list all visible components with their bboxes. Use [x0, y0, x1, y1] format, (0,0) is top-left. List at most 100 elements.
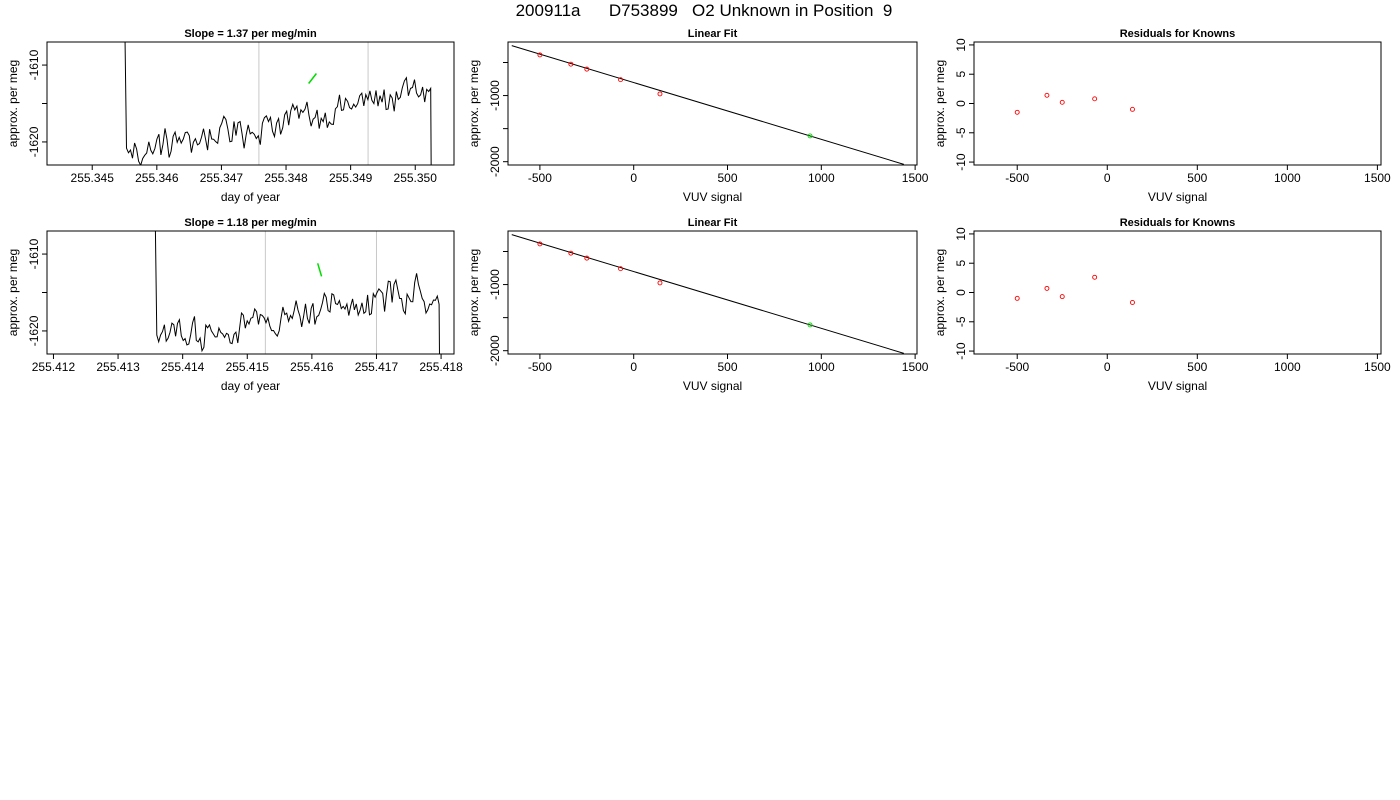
x-tick-label: -500	[528, 171, 552, 185]
x-axis-label: VUV signal	[1148, 190, 1207, 204]
known-point	[537, 52, 543, 58]
x-tick-label: 255.418	[419, 360, 463, 374]
residual-point	[1092, 96, 1098, 102]
y-tick-label: -2000	[488, 335, 502, 366]
x-tick-label: -500	[528, 360, 552, 374]
panel-title: Linear Fit	[688, 28, 738, 40]
known-point	[618, 266, 624, 272]
plot-area	[1014, 274, 1135, 305]
x-tick-label: 0	[1104, 171, 1111, 185]
panel-title: Slope = 1.37 per meg/min	[184, 28, 317, 40]
signal-trace	[124, 42, 432, 165]
x-tick-label: 1500	[1364, 360, 1391, 374]
fit-line	[511, 45, 905, 165]
residual-point	[1092, 274, 1098, 280]
y-axis-label: approx. per meg	[933, 249, 947, 336]
known-point	[657, 280, 663, 286]
y-axis-label: approx. per meg	[6, 60, 20, 147]
timeseries-panel-run1: Slope = 1.37 per meg/min 255.345 255.346 25…	[6, 28, 455, 204]
unknown-segment	[316, 263, 323, 277]
x-tick-label: 255.414	[161, 360, 205, 374]
x-axis-label: VUV signal	[683, 190, 742, 204]
linear-fit-panel-run1: Linear Fit -500 0 500 1000 1500 -2000 -1000 VUV …	[467, 28, 929, 204]
plot-area	[1014, 92, 1135, 115]
residual-point	[1044, 285, 1050, 291]
known-point	[537, 241, 543, 247]
plot-frame	[46, 230, 455, 355]
y-tick-label: -5	[954, 127, 968, 138]
plot-frame	[507, 230, 918, 355]
x-axis-label: day of year	[221, 190, 280, 204]
figure-title: 200911a D753899 O2 Unknown in Position 9	[0, 1, 1400, 21]
residual-point	[1014, 109, 1020, 115]
panel-title: Residuals for Knowns	[1120, 217, 1236, 229]
x-tick-label: 255.413	[96, 360, 140, 374]
residuals-panel-run1: Residuals for Knowns -500 0 500 1000 1500 -10 -…	[933, 28, 1391, 204]
plot-area	[124, 42, 432, 165]
x-axis-label: VUV signal	[1148, 379, 1207, 393]
x-tick-label: 255.415	[226, 360, 270, 374]
sample-description: O2 Unknown in Position 9	[692, 1, 893, 20]
known-point	[618, 77, 624, 83]
known-point	[657, 91, 663, 97]
unknown-point	[807, 322, 813, 328]
x-tick-label: 500	[1187, 171, 1207, 185]
known-point	[584, 255, 590, 261]
y-axis-label: approx. per meg	[933, 60, 947, 147]
x-tick-label: 0	[630, 171, 637, 185]
residual-point	[1014, 295, 1020, 301]
x-tick-label: 1000	[808, 360, 835, 374]
y-tick-label: -10	[954, 342, 968, 360]
fit-line	[511, 234, 905, 354]
x-tick-label: 255.346	[135, 171, 179, 185]
residual-point	[1059, 294, 1065, 300]
y-tick-label: 10	[954, 38, 968, 52]
y-tick-label: -1000	[488, 269, 502, 300]
residual-point	[1059, 99, 1065, 105]
y-tick-label: -10	[954, 153, 968, 171]
y-tick-label: 5	[954, 71, 968, 78]
x-axis-label: day of year	[221, 379, 280, 393]
x-tick-label: -500	[1005, 360, 1029, 374]
residual-point	[1044, 92, 1050, 98]
plot-frame	[973, 230, 1382, 355]
x-tick-label: -500	[1005, 171, 1029, 185]
plot-area	[511, 45, 905, 165]
y-tick-label: -1620	[27, 315, 41, 346]
x-tick-label: 500	[717, 171, 737, 185]
x-tick-label: 1000	[1274, 171, 1301, 185]
x-axis-label: VUV signal	[683, 379, 742, 393]
x-tick-label: 500	[1187, 360, 1207, 374]
plot-frame	[973, 41, 1382, 166]
x-tick-label: 255.350	[394, 171, 438, 185]
known-point	[568, 61, 574, 67]
x-tick-label: 1500	[902, 360, 929, 374]
plot-area	[154, 231, 440, 354]
run-id: 200911a	[515, 1, 581, 20]
known-point	[584, 66, 590, 72]
x-tick-label: 255.345	[71, 171, 115, 185]
unknown-point	[807, 133, 813, 139]
x-tick-label: 255.412	[32, 360, 76, 374]
y-tick-label: 5	[954, 260, 968, 267]
timeseries-panel-run2: Slope = 1.18 per meg/min 255.412 255.413 25…	[6, 217, 463, 393]
x-tick-label: 500	[717, 360, 737, 374]
unknown-segment	[308, 73, 317, 84]
linear-fit-panel-run2: Linear Fit -500 0 500 1000 1500 -2000 -1000 VUV …	[467, 217, 929, 393]
x-tick-label: 1500	[1364, 171, 1391, 185]
x-tick-label: 255.347	[200, 171, 244, 185]
sample-id: D753899	[608, 1, 678, 20]
plot-frame	[46, 41, 455, 166]
signal-trace	[154, 231, 440, 354]
y-axis-label: approx. per meg	[467, 60, 481, 147]
y-tick-label: 0	[954, 289, 968, 296]
y-tick-label: 10	[954, 227, 968, 241]
y-tick-label: -1000	[488, 80, 502, 111]
x-tick-label: 0	[630, 360, 637, 374]
y-tick-label: -5	[954, 316, 968, 327]
x-tick-label: 255.348	[264, 171, 308, 185]
plot-frame	[507, 41, 918, 166]
residual-point	[1130, 300, 1135, 305]
y-tick-label: -2000	[488, 146, 502, 177]
